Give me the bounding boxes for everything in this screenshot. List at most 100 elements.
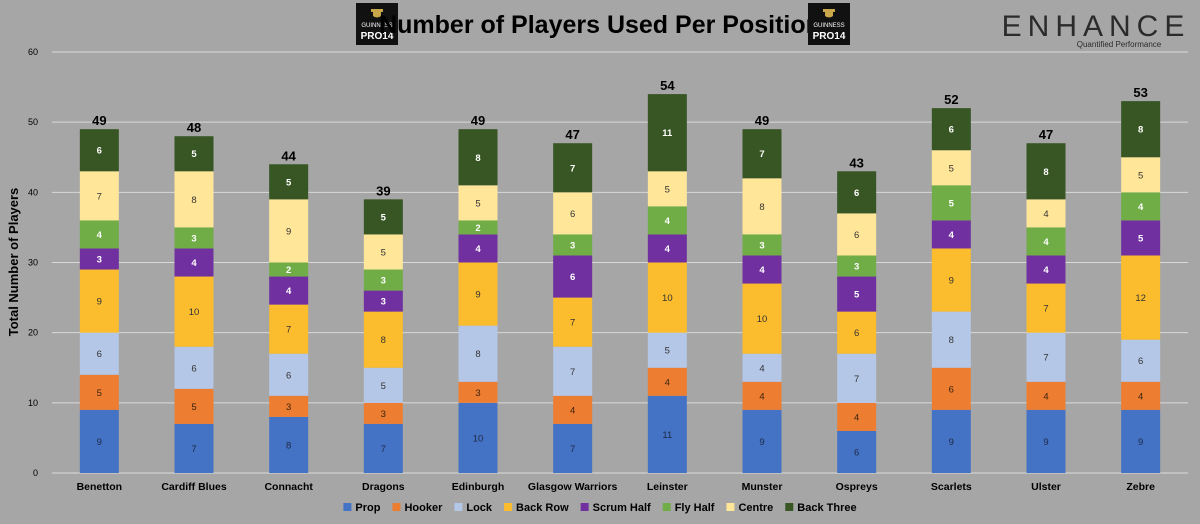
data-label: 8	[949, 335, 954, 346]
bar-segment	[553, 297, 593, 347]
legend-swatch	[662, 503, 671, 511]
legend-label: Back Three	[797, 502, 856, 514]
bar-segment	[931, 311, 971, 368]
data-label: 8	[1138, 125, 1143, 136]
data-label: 9	[949, 276, 954, 287]
y-tick-label: 60	[28, 47, 38, 57]
bar-segment	[1121, 381, 1161, 410]
logo-right: GUINNESS PRO14	[808, 3, 850, 45]
bar-segment	[269, 276, 309, 305]
legend-swatch	[504, 503, 513, 511]
data-label: 4	[854, 412, 859, 423]
legend-swatch	[580, 503, 589, 511]
brand-tagline: Quantified Performance	[1077, 40, 1162, 49]
bar-segment	[269, 353, 309, 396]
bar-segment	[269, 416, 309, 473]
x-tick-label: Ospreys	[836, 481, 878, 493]
bar-segment	[269, 262, 309, 277]
total-label: 48	[187, 120, 201, 135]
legend-swatch	[726, 503, 735, 511]
bar-segment	[1026, 332, 1066, 382]
data-label: 4	[286, 286, 292, 297]
bar-segment	[79, 409, 119, 473]
bar-segment	[931, 409, 971, 473]
bar-segment	[742, 129, 782, 179]
data-label: 5	[191, 402, 196, 413]
data-label: 5	[949, 198, 955, 209]
data-label: 5	[475, 198, 480, 209]
y-tick-label: 50	[28, 117, 38, 127]
data-label: 6	[854, 447, 859, 458]
data-label: 3	[381, 409, 386, 420]
bar-segment	[458, 381, 498, 403]
bar-segment	[837, 213, 877, 256]
data-label: 2	[475, 223, 480, 234]
total-label: 43	[849, 155, 863, 170]
data-label: 3	[191, 233, 196, 244]
data-label: 6	[854, 188, 859, 199]
y-tick-label: 40	[28, 187, 38, 197]
bar-segment	[553, 255, 593, 298]
bar-segment	[458, 129, 498, 186]
logo-right-line2: PRO14	[813, 31, 846, 42]
bar-segment	[363, 423, 403, 473]
data-label: 4	[570, 405, 575, 416]
bar-segment	[647, 234, 687, 263]
data-label: 10	[662, 293, 673, 304]
legend-swatch	[454, 503, 463, 511]
data-label: 8	[1043, 167, 1048, 178]
data-label: 7	[570, 367, 575, 378]
legend-label: Scrum Half	[593, 502, 651, 514]
data-label: 10	[757, 314, 768, 325]
data-label: 6	[570, 272, 575, 283]
bar-segment	[174, 227, 214, 249]
data-label: 4	[665, 216, 671, 227]
bar-segment	[79, 248, 119, 270]
bar-segment	[837, 311, 877, 354]
bar-segment	[1121, 339, 1161, 382]
data-label: 4	[191, 258, 197, 269]
bar-segment	[363, 234, 403, 270]
legend-label: Fly Half	[675, 502, 715, 514]
data-label: 6	[570, 209, 575, 220]
logo-left-line1: GUINNESS	[361, 23, 392, 29]
bar-segment	[837, 353, 877, 403]
bar-segment	[174, 276, 214, 347]
y-tick-label: 0	[33, 468, 38, 478]
harp-icon	[371, 9, 383, 18]
bar-segment	[174, 388, 214, 424]
data-label: 7	[570, 318, 575, 329]
total-label: 49	[755, 113, 769, 128]
x-tick-label: Leinster	[647, 481, 688, 493]
data-label: 9	[97, 437, 102, 448]
gridlines	[52, 51, 1188, 474]
data-label: 8	[381, 335, 386, 346]
legend: Prop Hooker Lock Back Row Scrum Half Fly Half…	[343, 502, 857, 514]
data-label: 11	[662, 128, 673, 139]
bar-segment	[837, 255, 877, 277]
data-label: 7	[570, 444, 575, 455]
total-label: 52	[944, 92, 958, 107]
y-tick-label: 30	[28, 258, 38, 268]
x-tick-label: Connacht	[264, 481, 313, 493]
bar-segment	[79, 374, 119, 410]
data-label: 6	[191, 363, 196, 374]
data-label: 7	[570, 163, 575, 174]
bar-segment	[1121, 192, 1161, 221]
bar-segment	[931, 248, 971, 312]
bar-segment	[1026, 227, 1066, 256]
data-label: 7	[191, 444, 196, 455]
bar-segment	[742, 283, 782, 354]
bar-segment	[1121, 255, 1161, 340]
data-label: 5	[381, 212, 387, 223]
logo-right-line1: GUINNESS	[813, 23, 844, 29]
data-label: 5	[97, 388, 102, 399]
data-label: 12	[1135, 293, 1146, 304]
data-label: 6	[854, 328, 859, 339]
data-label: 6	[286, 370, 291, 381]
data-label: 4	[1138, 202, 1144, 213]
bar-segment	[458, 234, 498, 263]
chart-title: Number of Players Used Per Position	[379, 11, 821, 39]
data-label: 5	[949, 163, 954, 174]
data-label: 2	[286, 265, 291, 276]
